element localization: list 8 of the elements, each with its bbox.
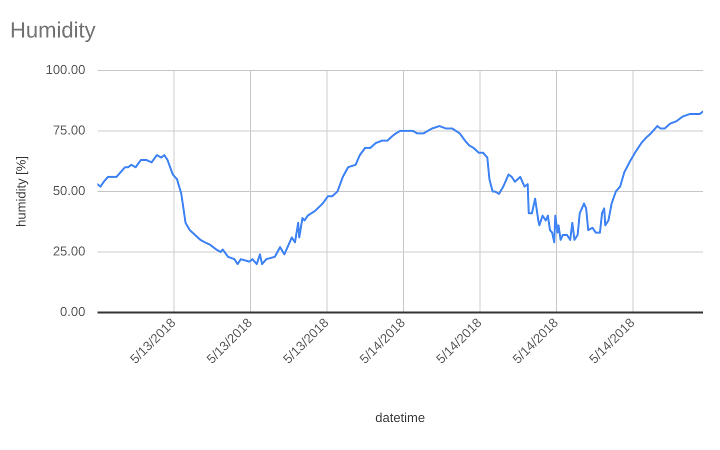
y-axis-title: humidity [%] <box>13 156 28 227</box>
y-tick-label: 25.00 <box>52 244 86 259</box>
y-tick-label: 0.00 <box>60 304 86 320</box>
chart-title: Humidity <box>10 17 96 42</box>
y-tick-label: 100.00 <box>46 62 86 77</box>
y-tick-label: 75.00 <box>52 122 86 138</box>
y-tick-label: 50.00 <box>52 183 86 198</box>
x-axis-title: datetime <box>375 410 426 425</box>
